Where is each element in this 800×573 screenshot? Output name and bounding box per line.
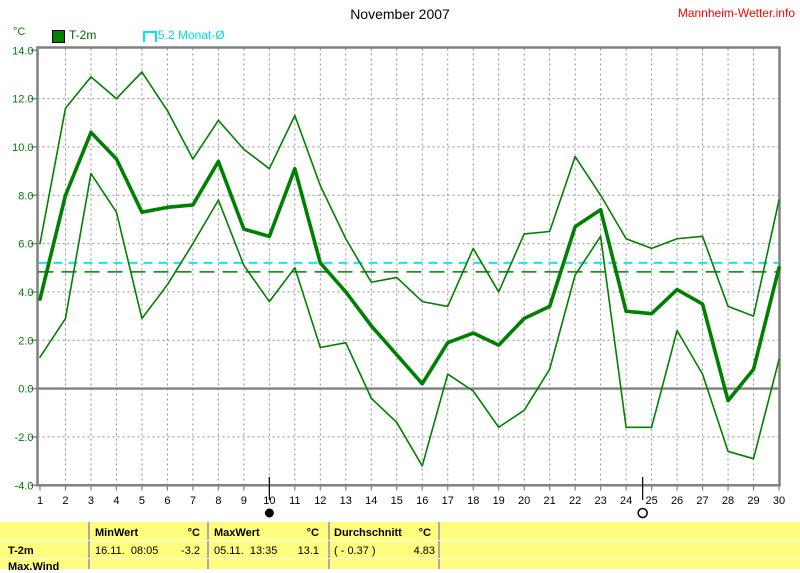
y-tick-label: 2.0 bbox=[18, 335, 33, 347]
x-tick-label: 5 bbox=[139, 495, 145, 507]
page-title: November 2007 bbox=[350, 6, 450, 22]
x-tick-label: 10 bbox=[263, 495, 275, 507]
minwert-unit: °C bbox=[187, 527, 200, 539]
x-tick-label: 28 bbox=[722, 495, 734, 507]
column-divider bbox=[207, 522, 209, 569]
x-tick-label: 18 bbox=[467, 495, 479, 507]
y-tick-label: 8.0 bbox=[18, 190, 33, 202]
x-tick-label: 22 bbox=[569, 495, 581, 507]
durchschnitt-deviation: ( - 0.37 ) bbox=[334, 545, 376, 557]
durchschnitt-value: 4.83 bbox=[413, 545, 435, 557]
monthly-average-legend-swatch-icon bbox=[143, 31, 157, 42]
x-tick-label: 12 bbox=[314, 495, 326, 507]
plot-border bbox=[36, 46, 781, 487]
full-moon-icon bbox=[637, 507, 648, 519]
minwert-value: -3.2 bbox=[181, 545, 200, 557]
x-tick-label: 21 bbox=[544, 495, 556, 507]
x-tick-label: 17 bbox=[442, 495, 454, 507]
x-tick-label: 7 bbox=[190, 495, 196, 507]
gridlines bbox=[37, 48, 780, 485]
tmean-line bbox=[38, 130, 781, 403]
minwert-header: MinWert bbox=[95, 527, 139, 539]
y-tick-label: -2.0 bbox=[15, 432, 34, 444]
y-tick-label: 4.0 bbox=[18, 287, 33, 299]
x-tick-label: 4 bbox=[113, 495, 119, 507]
durchschnitt-header: Durchschnitt bbox=[334, 527, 402, 539]
y-tick-label: 0.0 bbox=[18, 384, 33, 396]
column-divider bbox=[88, 522, 90, 569]
maxwert-header: MaxWert bbox=[214, 527, 260, 539]
monthly-average-legend-label: 5.2 Monat-Ø bbox=[158, 28, 225, 42]
x-tick-label: 2 bbox=[62, 495, 68, 507]
x-tick-label: 16 bbox=[416, 495, 428, 507]
t2m-legend-label: T-2m bbox=[69, 28, 97, 42]
new-moon-icon bbox=[264, 508, 274, 518]
row-divider bbox=[0, 540, 800, 541]
t2m-legend-swatch-icon bbox=[52, 30, 65, 43]
x-tick-label: 9 bbox=[241, 495, 247, 507]
x-tick-label: 23 bbox=[595, 495, 607, 507]
y-tick-label: 10.0 bbox=[12, 142, 33, 154]
x-tick-label: 15 bbox=[391, 495, 403, 507]
x-tick-label: 6 bbox=[164, 495, 170, 507]
site-link[interactable]: Mannheim-Wetter.info bbox=[677, 6, 795, 20]
y-tick-label: 14.0 bbox=[12, 45, 33, 57]
minwert-datetime: 16.11. 08:05 bbox=[95, 545, 159, 557]
x-tick-label: 24 bbox=[620, 495, 632, 507]
x-tick-label: 20 bbox=[518, 495, 530, 507]
maxwert-unit: °C bbox=[306, 527, 319, 539]
tmax-line bbox=[39, 71, 780, 317]
x-tick-label: 19 bbox=[493, 495, 505, 507]
x-tick-label: 25 bbox=[645, 495, 657, 507]
x-axis-labels: 1 2 3 4 5 6 7 8 9 10 11 12 13 14 15 16 17 18 19 20 21 22 23 24 2… bbox=[37, 486, 785, 507]
temperature-line-chart: 14.012.010.08.06.04.02.00.0-2.0-4.01 2 3 4 5… bbox=[12, 45, 785, 519]
column-divider bbox=[328, 522, 330, 569]
x-tick-label: 29 bbox=[747, 495, 759, 507]
x-tick-label: 27 bbox=[696, 495, 708, 507]
tmin-line bbox=[39, 172, 780, 467]
partial-next-row-label: Max.Wind bbox=[8, 561, 60, 573]
x-tick-label: 14 bbox=[365, 495, 377, 507]
x-tick-label: 8 bbox=[215, 495, 221, 507]
maxwert-value: 13.1 bbox=[297, 545, 319, 557]
y-tick-label: 6.0 bbox=[18, 239, 33, 251]
durchschnitt-unit: °C bbox=[418, 527, 431, 539]
y-axis-unit-label: °C bbox=[13, 26, 26, 38]
column-divider bbox=[438, 522, 440, 569]
y-tick-label: -4.0 bbox=[15, 480, 34, 492]
series-row-label: T-2m bbox=[8, 545, 34, 557]
x-tick-label: 3 bbox=[88, 495, 94, 507]
stats-table: MinWert °C MaxWert °C Durchschnitt °C T-… bbox=[0, 522, 800, 573]
x-tick-label: 13 bbox=[340, 495, 352, 507]
x-tick-label: 11 bbox=[289, 495, 300, 507]
x-tick-label: 26 bbox=[671, 495, 683, 507]
y-tick-label: 12.0 bbox=[12, 94, 33, 106]
x-tick-label: 1 bbox=[37, 495, 43, 507]
y-axis-labels: 14.0 12.0 10.0 8.0 6.0 4.0 2.0 0.0 -2.0 -4.0 bbox=[12, 45, 37, 492]
maxwert-datetime: 05.11. 13:35 bbox=[214, 545, 278, 557]
row-divider bbox=[0, 558, 800, 559]
x-tick-label: 30 bbox=[773, 495, 785, 507]
